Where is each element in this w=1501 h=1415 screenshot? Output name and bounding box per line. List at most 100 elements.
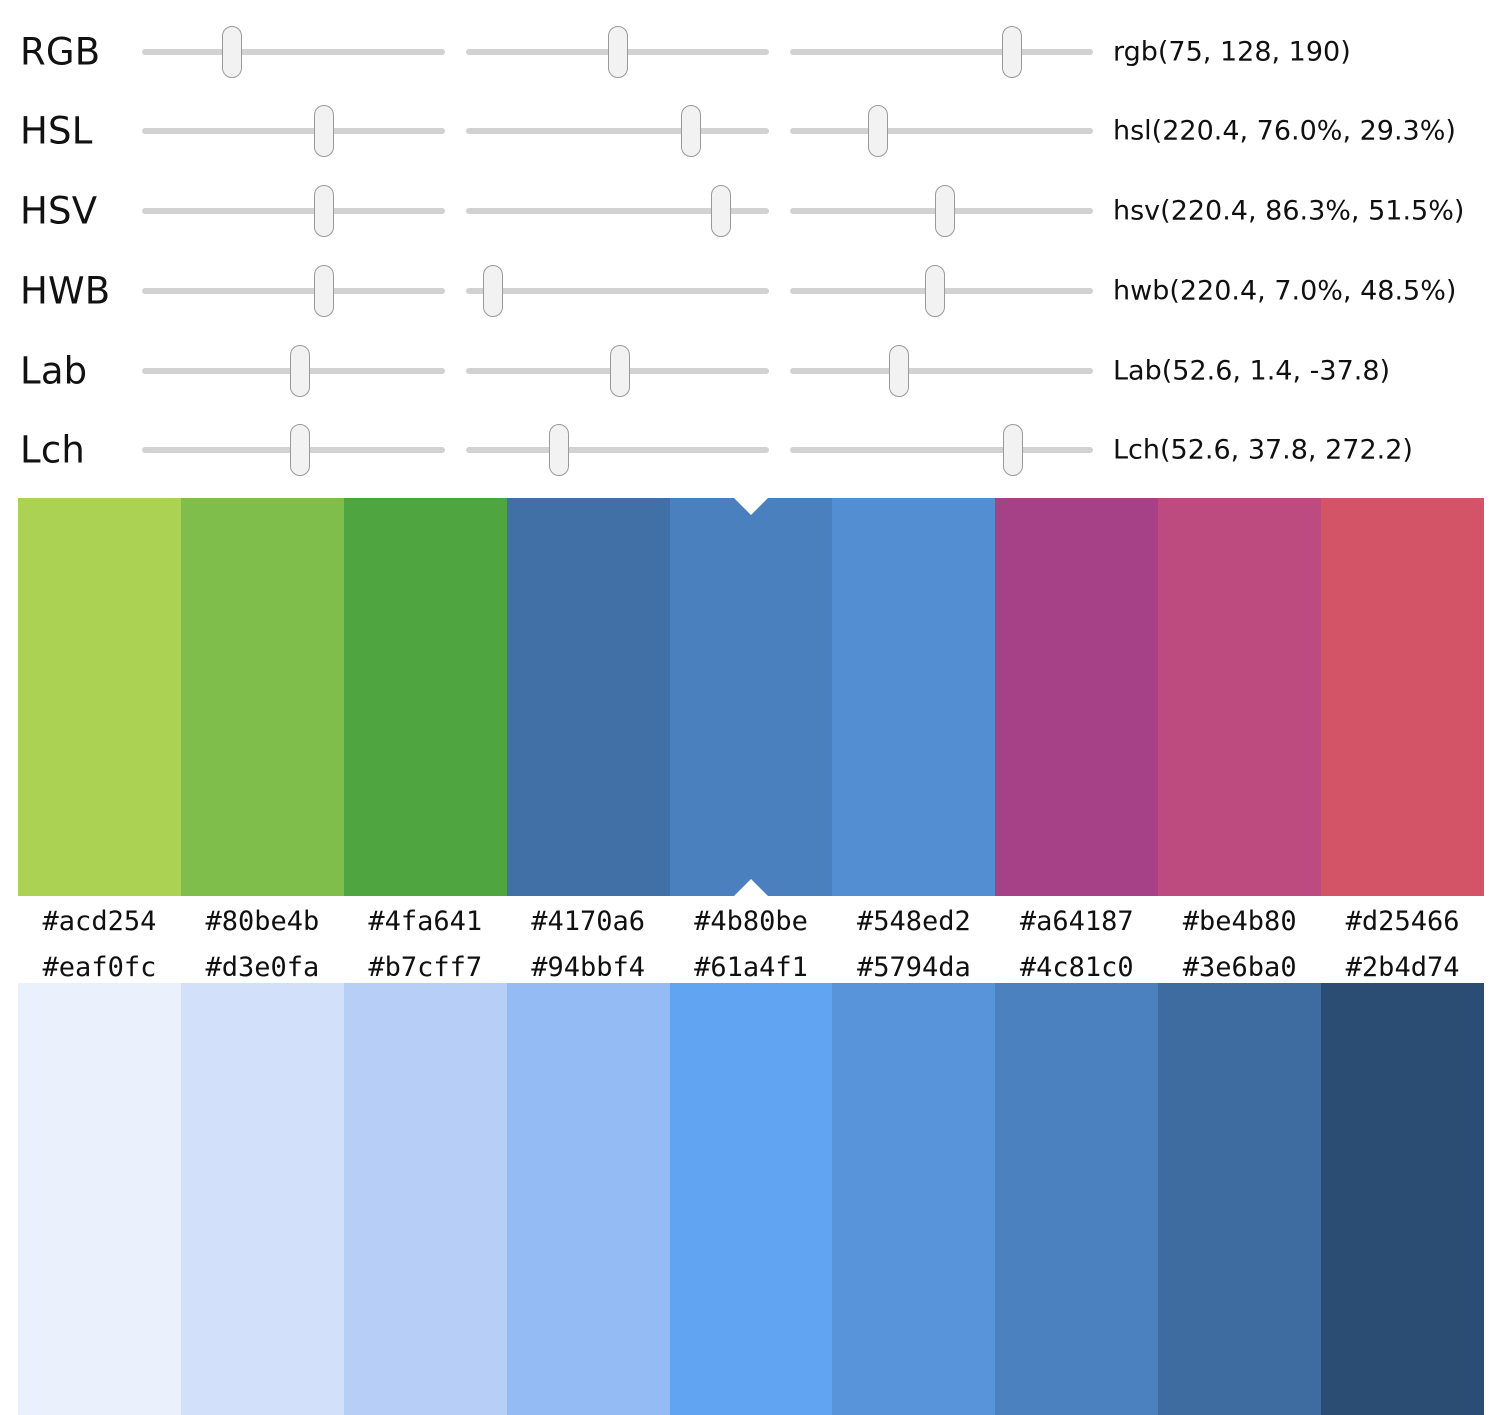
color-swatch[interactable] xyxy=(669,983,833,1415)
color-value-text-hsv: hsv(220.4, 86.3%, 51.5%) xyxy=(1113,195,1465,227)
color-swatch[interactable] xyxy=(18,498,181,896)
color-swatch[interactable] xyxy=(180,498,344,896)
palette-row-shade-variants xyxy=(18,983,1485,1415)
slider-track[interactable] xyxy=(790,447,1093,453)
slider-handle[interactable] xyxy=(681,105,702,157)
slider-track[interactable] xyxy=(142,208,445,214)
slider-handle[interactable] xyxy=(222,26,243,78)
color-swatch[interactable] xyxy=(1321,498,1485,896)
color-space-label-hsl: HSL xyxy=(20,109,93,153)
swatch-hex-label: #d25466 xyxy=(1345,905,1460,937)
color-value-text-lch: Lch(52.6, 37.8, 272.2) xyxy=(1113,434,1413,466)
slider-hwb-channel-3[interactable] xyxy=(790,263,1093,319)
slider-track-group xyxy=(142,263,1093,319)
slider-handle[interactable] xyxy=(609,345,630,397)
slider-lab-channel-2[interactable] xyxy=(466,343,769,399)
slider-hsv-channel-2[interactable] xyxy=(466,183,769,239)
color-swatch[interactable] xyxy=(180,983,344,1415)
slider-track[interactable] xyxy=(142,128,445,134)
slider-track[interactable] xyxy=(790,49,1093,55)
color-swatch[interactable] xyxy=(18,983,181,1415)
color-swatch[interactable] xyxy=(343,983,507,1415)
slider-handle[interactable] xyxy=(549,424,570,476)
slider-handle[interactable] xyxy=(711,185,732,237)
slider-track-group xyxy=(142,24,1093,80)
color-swatch[interactable] xyxy=(832,498,996,896)
slider-handle[interactable] xyxy=(608,26,629,78)
slider-track[interactable] xyxy=(466,288,769,294)
color-swatch[interactable] xyxy=(832,983,996,1415)
color-swatch[interactable] xyxy=(506,498,670,896)
slider-handle[interactable] xyxy=(1003,424,1024,476)
color-space-slider-panel: RGB rgb(75, 128, 190) HSL hsl(220.4, 76.0%,… xyxy=(0,0,1501,490)
swatch-hex-label: #a64187 xyxy=(1019,905,1134,937)
color-swatch[interactable] xyxy=(343,498,507,896)
slider-hsl-channel-3[interactable] xyxy=(790,103,1093,159)
slider-row-hsv: HSV hsv(220.4, 86.3%, 51.5%) xyxy=(0,183,1501,239)
color-swatch[interactable] xyxy=(995,498,1159,896)
swatch-hex-label: #2b4d74 xyxy=(1345,951,1460,983)
slider-handle[interactable] xyxy=(314,105,335,157)
selected-swatch-marker-top-icon xyxy=(734,498,768,515)
slider-track[interactable] xyxy=(466,208,769,214)
slider-handle[interactable] xyxy=(314,185,335,237)
slider-lch-channel-3[interactable] xyxy=(790,422,1093,478)
color-swatch[interactable] xyxy=(506,983,670,1415)
color-space-label-lab: Lab xyxy=(20,349,88,393)
slider-track[interactable] xyxy=(142,49,445,55)
slider-handle[interactable] xyxy=(934,185,955,237)
slider-track-group xyxy=(142,422,1093,478)
slider-track[interactable] xyxy=(466,128,769,134)
color-swatch[interactable] xyxy=(995,983,1159,1415)
slider-handle[interactable] xyxy=(314,265,335,317)
slider-track[interactable] xyxy=(790,128,1093,134)
slider-handle[interactable] xyxy=(482,265,503,317)
hex-caption-row-top: #acd254 #80be4b #4fa641 #4170a6 #4b80be #548e… xyxy=(18,900,1484,942)
slider-handle[interactable] xyxy=(1002,26,1023,78)
color-swatch[interactable] xyxy=(1158,983,1322,1415)
swatch-hex-label: #94bbf4 xyxy=(531,951,646,983)
slider-handle[interactable] xyxy=(290,345,311,397)
slider-rgb-channel-2[interactable] xyxy=(466,24,769,80)
palette-row-hue-variants xyxy=(18,498,1485,896)
slider-track[interactable] xyxy=(142,288,445,294)
slider-handle[interactable] xyxy=(290,424,311,476)
color-swatch[interactable] xyxy=(1321,983,1485,1415)
swatch-hex-label: #b7cff7 xyxy=(368,951,483,983)
slider-lch-channel-1[interactable] xyxy=(142,422,445,478)
swatch-hex-label: #5794da xyxy=(857,951,971,983)
swatch-hex-label: #548ed2 xyxy=(857,905,971,937)
color-space-label-lch: Lch xyxy=(20,428,86,472)
color-value-text-hwb: hwb(220.4, 7.0%, 48.5%) xyxy=(1113,275,1457,307)
slider-row-hwb: HWB hwb(220.4, 7.0%, 48.5%) xyxy=(0,263,1501,319)
slider-hsv-channel-3[interactable] xyxy=(790,183,1093,239)
slider-lab-channel-3[interactable] xyxy=(790,343,1093,399)
slider-lch-channel-2[interactable] xyxy=(466,422,769,478)
slider-hsl-channel-1[interactable] xyxy=(142,103,445,159)
slider-row-rgb: RGB rgb(75, 128, 190) xyxy=(0,24,1501,80)
swatch-hex-label: #d3e0fa xyxy=(205,951,320,983)
slider-track[interactable] xyxy=(466,447,769,453)
color-value-text-lab: Lab(52.6, 1.4, -37.8) xyxy=(1113,355,1391,387)
swatch-hex-label: #4c81c0 xyxy=(1019,951,1134,983)
slider-handle[interactable] xyxy=(925,265,946,317)
color-swatch[interactable] xyxy=(1158,498,1322,896)
swatch-hex-label: #be4b80 xyxy=(1182,905,1297,937)
slider-handle[interactable] xyxy=(889,345,910,397)
slider-row-hsl: HSL hsl(220.4, 76.0%, 29.3%) xyxy=(0,103,1501,159)
slider-rgb-channel-3[interactable] xyxy=(790,24,1093,80)
slider-track-group xyxy=(142,103,1093,159)
slider-handle[interactable] xyxy=(867,105,888,157)
swatch-hex-label: #3e6ba0 xyxy=(1182,951,1297,983)
color-space-label-hsv: HSV xyxy=(20,189,98,233)
slider-hsl-channel-2[interactable] xyxy=(466,103,769,159)
slider-track-group xyxy=(142,343,1093,399)
slider-hwb-channel-1[interactable] xyxy=(142,263,445,319)
slider-lab-channel-1[interactable] xyxy=(142,343,445,399)
slider-track[interactable] xyxy=(790,368,1093,374)
slider-hwb-channel-2[interactable] xyxy=(466,263,769,319)
slider-rgb-channel-1[interactable] xyxy=(142,24,445,80)
color-space-label-rgb: RGB xyxy=(20,30,101,74)
color-swatch-selected[interactable] xyxy=(669,498,833,896)
slider-hsv-channel-1[interactable] xyxy=(142,183,445,239)
